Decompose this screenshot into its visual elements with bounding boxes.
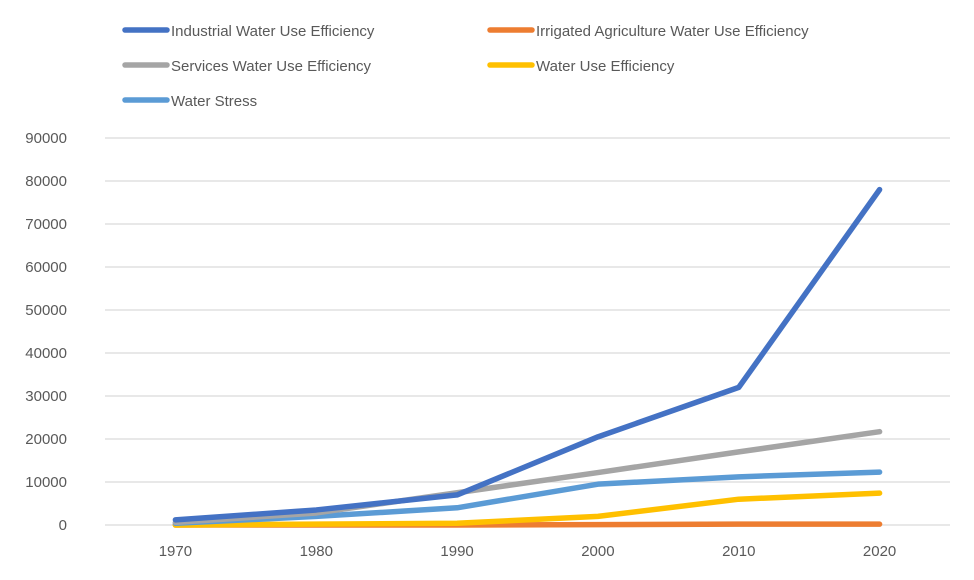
x-tick-label: 1990 — [440, 543, 473, 560]
series-lines — [172, 186, 883, 528]
legend-label: Water Stress — [171, 93, 257, 110]
y-tick-label: 30000 — [25, 388, 67, 405]
legend-label: Irrigated Agriculture Water Use Efficien… — [536, 23, 809, 40]
legend: Industrial Water Use Efficiency Irrigated… — [122, 23, 809, 110]
x-tick-label: 2020 — [863, 543, 896, 560]
y-tick-label: 70000 — [25, 216, 67, 233]
legend-label: Services Water Use Efficiency — [171, 58, 372, 75]
legend-item: Services Water Use Efficiency — [122, 58, 372, 75]
series-line-water-stress — [172, 469, 883, 527]
y-tick-label: 10000 — [25, 474, 67, 491]
x-tick-label: 1980 — [300, 543, 333, 560]
legend-item: Irrigated Agriculture Water Use Efficien… — [487, 23, 809, 40]
y-tick-label: 60000 — [25, 259, 67, 276]
series-line-water-use-efficiency — [172, 490, 883, 528]
legend-item: Water Stress — [122, 93, 257, 110]
legend-label: Water Use Efficiency — [536, 58, 675, 75]
y-tick-label: 80000 — [25, 173, 67, 190]
y-tick-label: 40000 — [25, 345, 67, 362]
x-tick-label: 2000 — [581, 543, 614, 560]
x-tick-label: 1970 — [159, 543, 192, 560]
y-tick-label: 0 — [59, 517, 67, 534]
y-tick-label: 20000 — [25, 431, 67, 448]
legend-label: Industrial Water Use Efficiency — [171, 23, 375, 40]
legend-item: Water Use Efficiency — [487, 58, 675, 75]
series-line-services-water-use-efficiency — [172, 428, 883, 526]
legend-item: Industrial Water Use Efficiency — [122, 23, 375, 40]
series-line-industrial-water-use-efficiency — [172, 186, 883, 523]
y-tick-label: 50000 — [25, 302, 67, 319]
x-axis: 1970 1980 1990 2000 2010 2020 — [159, 543, 897, 560]
y-axis: 0 10000 20000 30000 40000 50000 60000 70000 8000… — [25, 130, 67, 534]
y-tick-label: 90000 — [25, 130, 67, 147]
x-tick-label: 2010 — [722, 543, 755, 560]
